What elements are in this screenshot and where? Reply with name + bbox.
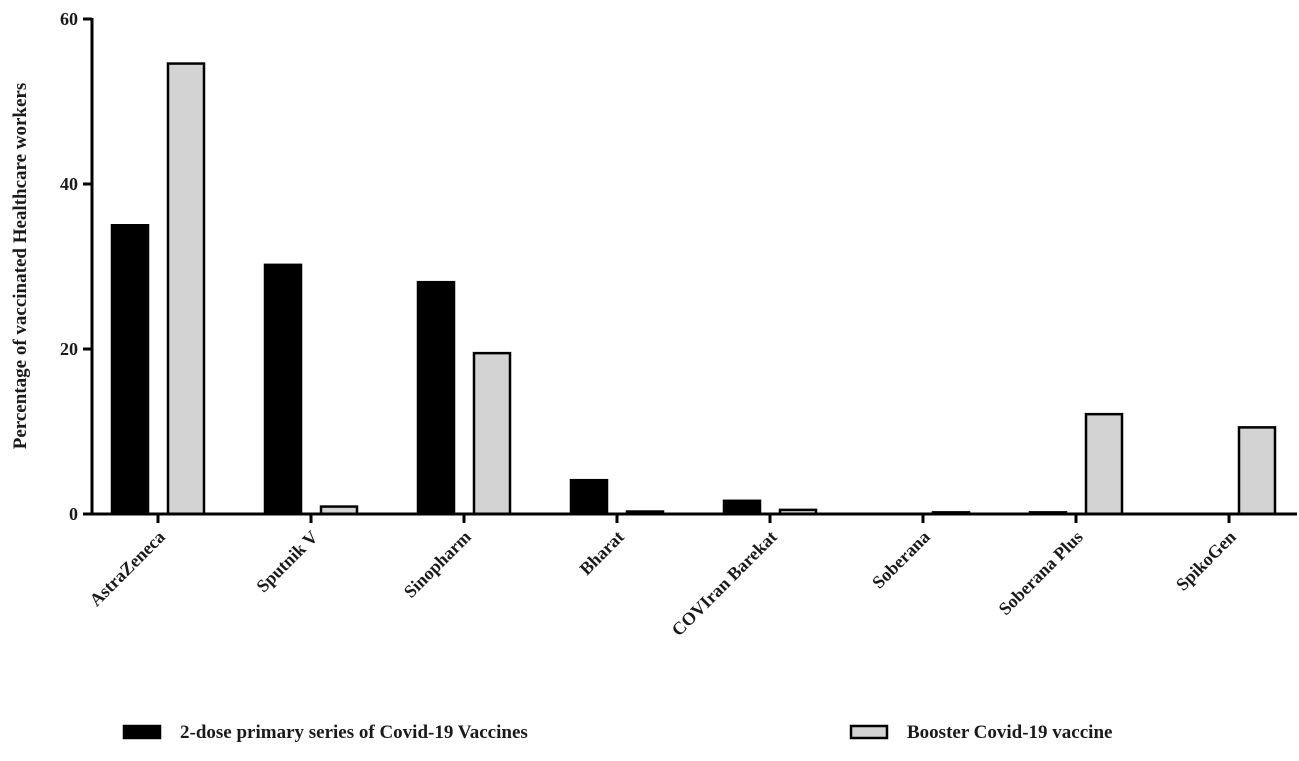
legend: 2-dose primary series of Covid-19 Vaccin…: [122, 722, 1112, 743]
y-tick-label-0: 0: [69, 504, 78, 524]
axes-group: 0 20 40 60 AstraZeneca Sputnik V Sinopharm Bhar…: [60, 9, 1297, 640]
bar-booster-6: [1084, 412, 1124, 516]
y-tick-label-3: 60: [60, 9, 78, 29]
legend-swatch-primary: [122, 724, 162, 740]
bar-booster-7: [1237, 426, 1277, 516]
bar-primary-2: [416, 280, 456, 516]
y-axis-title: Percentage of vaccinated Healthcare work…: [10, 83, 31, 450]
x-tick-label-7: SpikoGen: [1172, 527, 1240, 595]
legend-swatch-booster: [849, 724, 889, 740]
x-tick-label-6: Soberana Plus: [995, 527, 1087, 619]
x-tick-label-2: Sinopharm: [400, 527, 475, 602]
legend-label-primary: 2-dose primary series of Covid-19 Vaccin…: [180, 722, 528, 743]
x-tick-label-1: Sputnik V: [252, 527, 321, 596]
bar-booster-2: [472, 351, 512, 516]
y-tick-label-1: 20: [60, 339, 78, 359]
x-tick-label-5: Soberana: [868, 527, 934, 593]
bar-primary-0: [110, 224, 150, 516]
bars-group: [110, 62, 1277, 516]
bar-primary-3: [569, 478, 609, 516]
bar-booster-0: [166, 62, 206, 516]
x-tick-label-0: AstraZeneca: [85, 527, 168, 610]
x-tick-label-4: COVIran Barekat: [668, 527, 781, 640]
x-tick-label-3: Bharat: [576, 527, 628, 579]
bar-primary-4: [722, 499, 762, 516]
legend-label-booster: Booster Covid-19 vaccine: [907, 722, 1112, 743]
bar-primary-1: [263, 263, 303, 516]
y-tick-label-2: 40: [60, 174, 78, 194]
